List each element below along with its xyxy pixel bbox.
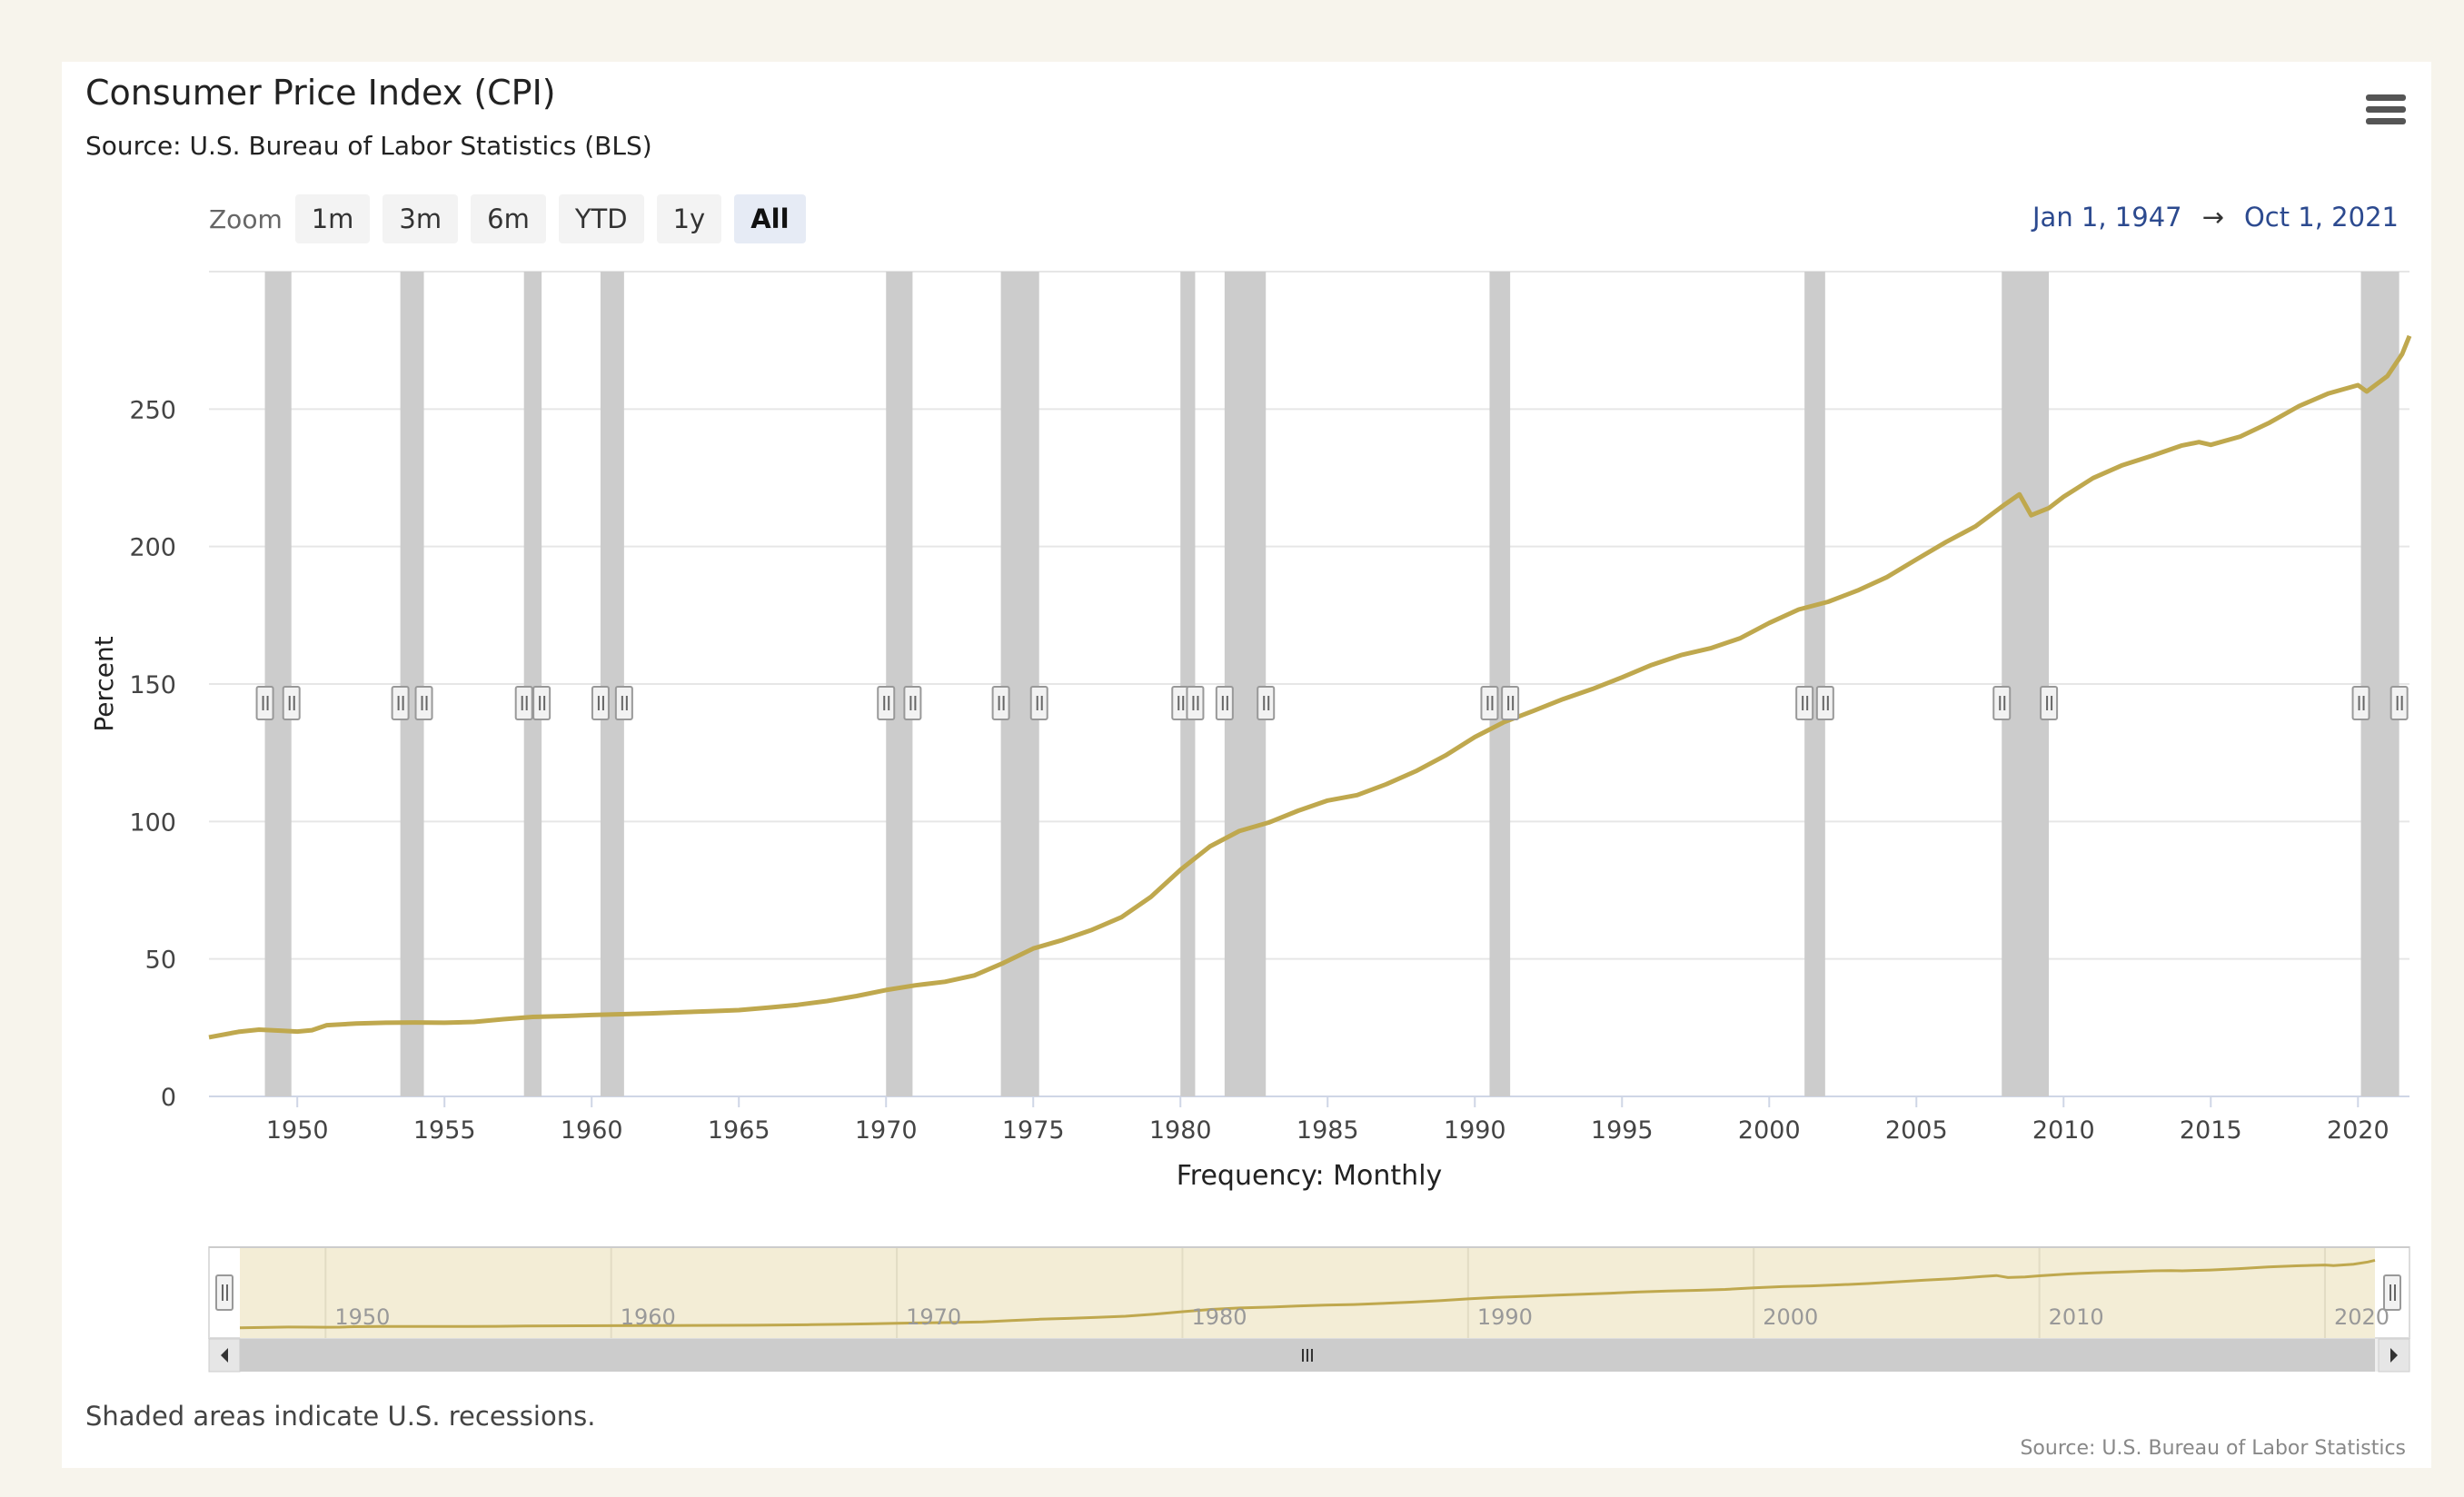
zoom-button-6m[interactable]: 6m bbox=[471, 194, 546, 243]
recession-handle-icon[interactable] bbox=[1501, 686, 1520, 720]
zoom-bar: Zoom 1m 3m 6m YTD 1y All bbox=[209, 194, 819, 243]
recession-handle-icon[interactable] bbox=[391, 686, 410, 720]
range-to[interactable]: Oct 1, 2021 bbox=[2243, 202, 2399, 233]
y-axis-title: Percent bbox=[89, 636, 119, 731]
x-tick-label: 1955 bbox=[413, 1116, 476, 1145]
y-tick-label: 50 bbox=[145, 947, 176, 975]
navigator-right-handle-icon[interactable] bbox=[2383, 1274, 2401, 1311]
recession-band bbox=[400, 272, 424, 1096]
y-tick-label: 100 bbox=[129, 808, 176, 837]
zoom-button-1y[interactable]: 1y bbox=[656, 194, 722, 243]
recession-band bbox=[523, 272, 542, 1096]
navigator-tick-label: 1970 bbox=[906, 1304, 961, 1330]
recession-handle-icon[interactable] bbox=[1815, 686, 1834, 720]
recession-handle-icon[interactable] bbox=[903, 686, 922, 720]
x-tick-label: 2020 bbox=[2327, 1116, 2389, 1145]
recession-band bbox=[1180, 272, 1196, 1096]
zoom-button-ytd[interactable]: YTD bbox=[558, 194, 644, 243]
recession-handle-icon[interactable] bbox=[414, 686, 433, 720]
y-tick-label: 150 bbox=[129, 671, 176, 699]
hamburger-menu-icon[interactable] bbox=[2366, 94, 2406, 127]
zoom-label: Zoom bbox=[209, 203, 283, 234]
x-tick-label: 1975 bbox=[1002, 1116, 1065, 1145]
recession-handle-icon[interactable] bbox=[1992, 686, 2012, 720]
recession-handle-icon[interactable] bbox=[2389, 686, 2409, 720]
navigator[interactable]: 1950 1960 1970 1980 1990 2000 2010 2020 bbox=[208, 1246, 2410, 1339]
recession-handle-icon[interactable] bbox=[282, 686, 301, 720]
zoom-button-1m[interactable]: 1m bbox=[294, 194, 371, 243]
chart-svg: 0 50 100 150 200 250 1950 1955 1960 1965 1970 1975… bbox=[89, 271, 2412, 1373]
scrollbar-grip-icon bbox=[1302, 1349, 1313, 1362]
navigator-tick-label: 1990 bbox=[1477, 1304, 1533, 1330]
recession-band bbox=[886, 272, 913, 1096]
x-tick-label: 1960 bbox=[561, 1116, 623, 1145]
x-tick-label: 2005 bbox=[1885, 1116, 1948, 1145]
chart-card: Consumer Price Index (CPI) Source: U.S. … bbox=[62, 62, 2431, 1468]
recession-handle-icon[interactable] bbox=[1029, 686, 1048, 720]
x-tick-label: 1995 bbox=[1591, 1116, 1654, 1145]
navigator-tick-label: 2000 bbox=[1763, 1304, 1818, 1330]
zoom-button-all[interactable]: All bbox=[734, 194, 806, 243]
navigator-tick-label: 2020 bbox=[2334, 1304, 2389, 1330]
recession-handle-icon[interactable] bbox=[532, 686, 551, 720]
chart-subtitle: Source: U.S. Bureau of Labor Statistics … bbox=[85, 131, 652, 161]
navigator-series-line bbox=[239, 1258, 2376, 1330]
x-tick-label: 1985 bbox=[1297, 1116, 1359, 1145]
x-tick-label: 1965 bbox=[708, 1116, 770, 1145]
zoom-button-3m[interactable]: 3m bbox=[383, 194, 459, 243]
navigator-selection[interactable] bbox=[240, 1247, 2375, 1338]
recession-handle-icon[interactable] bbox=[591, 686, 610, 720]
x-tick-label: 1950 bbox=[266, 1116, 329, 1145]
recession-band bbox=[1224, 272, 1267, 1096]
x-tick-label: 2015 bbox=[2180, 1116, 2242, 1145]
x-tick-label: 1990 bbox=[1444, 1116, 1506, 1145]
recession-handle-icon[interactable] bbox=[2040, 686, 2059, 720]
recession-handle-icon[interactable] bbox=[514, 686, 533, 720]
date-range: Jan 1, 1947 → Oct 1, 2021 bbox=[2032, 202, 2399, 233]
x-axis-title: Frequency: Monthly bbox=[1177, 1160, 1443, 1192]
recession-handle-icon[interactable] bbox=[1795, 686, 1814, 720]
recession-note: Shaded areas indicate U.S. recessions. bbox=[85, 1401, 596, 1432]
y-tick-label: 250 bbox=[129, 396, 176, 424]
x-tick-label: 1970 bbox=[855, 1116, 918, 1145]
source-credit: Source: U.S. Bureau of Labor Statistics bbox=[2020, 1437, 2406, 1460]
series-line-cpi bbox=[208, 334, 2412, 1040]
x-tick-label: 1980 bbox=[1149, 1116, 1212, 1145]
y-tick-label: 200 bbox=[129, 534, 176, 562]
recession-band bbox=[1000, 272, 1039, 1096]
x-tick-label: 2000 bbox=[1738, 1116, 1801, 1145]
navigator-left-handle-icon[interactable] bbox=[215, 1274, 233, 1311]
recession-handle-icon[interactable] bbox=[1480, 686, 1499, 720]
chart-title: Consumer Price Index (CPI) bbox=[85, 73, 556, 113]
recession-handle-icon[interactable] bbox=[1257, 686, 1276, 720]
scrollbar[interactable] bbox=[208, 1338, 2410, 1373]
recession-handle-icon[interactable] bbox=[1215, 686, 1234, 720]
navigator-tick-label: 1960 bbox=[621, 1304, 676, 1330]
recession-band bbox=[264, 272, 292, 1096]
recession-handle-icon[interactable] bbox=[877, 686, 896, 720]
range-from[interactable]: Jan 1, 1947 bbox=[2032, 202, 2182, 233]
recession-handle-icon[interactable] bbox=[1186, 686, 1205, 720]
navigator-tick-label: 1980 bbox=[1191, 1304, 1247, 1330]
recession-handle-icon[interactable] bbox=[614, 686, 633, 720]
recession-handle-icon[interactable] bbox=[2351, 686, 2370, 720]
navigator-tick-label: 1950 bbox=[334, 1304, 390, 1330]
recession-band bbox=[1489, 272, 1511, 1096]
recession-band bbox=[2002, 272, 2050, 1096]
recession-band bbox=[600, 272, 624, 1096]
recession-handle-icon[interactable] bbox=[255, 686, 274, 720]
scroll-right-arrow-icon bbox=[2390, 1348, 2398, 1363]
recession-band bbox=[1804, 272, 1825, 1096]
y-tick-label: 0 bbox=[161, 1084, 176, 1112]
recession-handle-icon[interactable] bbox=[991, 686, 1010, 720]
recession-band bbox=[2360, 272, 2399, 1096]
x-tick-label: 2010 bbox=[2032, 1116, 2095, 1145]
scroll-left-arrow-icon bbox=[221, 1348, 228, 1363]
navigator-tick-label: 2010 bbox=[2049, 1304, 2104, 1330]
range-arrow: → bbox=[2201, 202, 2224, 233]
